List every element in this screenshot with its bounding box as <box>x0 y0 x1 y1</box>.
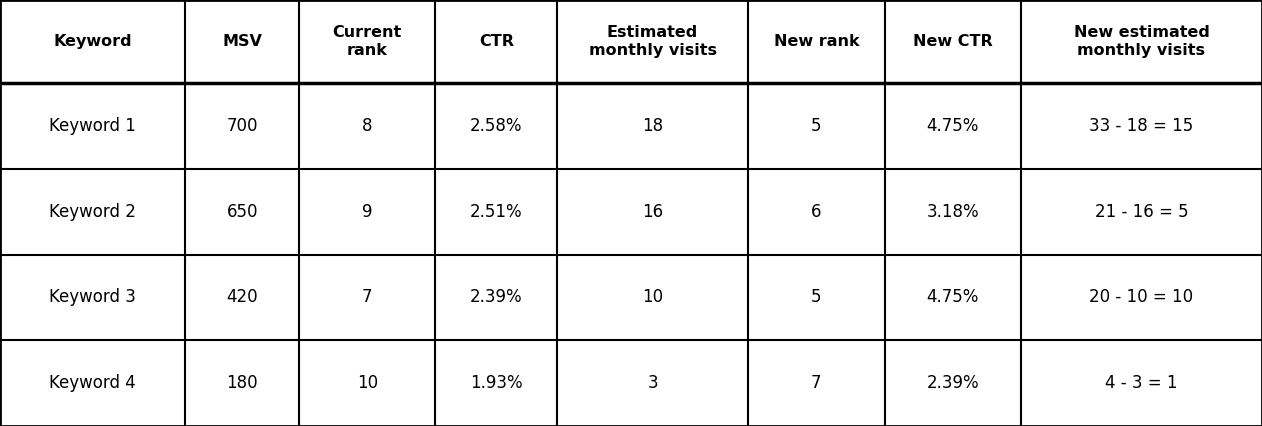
Text: 5: 5 <box>811 117 822 135</box>
Text: Keyword 3: Keyword 3 <box>49 288 136 306</box>
Bar <box>435 0 557 83</box>
Text: New CTR: New CTR <box>912 34 993 49</box>
Text: 2.51%: 2.51% <box>469 203 522 221</box>
Bar <box>557 340 748 426</box>
Text: 2.58%: 2.58% <box>469 117 522 135</box>
Text: 7: 7 <box>811 374 822 392</box>
Bar <box>186 340 299 426</box>
Bar <box>186 83 299 169</box>
Text: 1.93%: 1.93% <box>469 374 522 392</box>
Bar <box>299 83 435 169</box>
Bar <box>186 255 299 340</box>
Text: New estimated
monthly visits: New estimated monthly visits <box>1074 25 1209 58</box>
Text: Current
rank: Current rank <box>333 25 401 58</box>
Text: 10: 10 <box>642 288 663 306</box>
Text: Keyword 2: Keyword 2 <box>49 203 136 221</box>
Text: 21 - 16 = 5: 21 - 16 = 5 <box>1094 203 1189 221</box>
Bar <box>557 255 748 340</box>
Text: Keyword 4: Keyword 4 <box>49 374 136 392</box>
Text: 3: 3 <box>647 374 658 392</box>
Bar <box>299 0 435 83</box>
Bar <box>748 83 885 169</box>
Text: 16: 16 <box>642 203 663 221</box>
Bar <box>0 0 186 83</box>
Bar <box>0 340 186 426</box>
Text: 420: 420 <box>226 288 257 306</box>
Bar <box>748 169 885 255</box>
Text: 9: 9 <box>362 203 372 221</box>
Bar <box>299 169 435 255</box>
Bar <box>885 169 1021 255</box>
Bar <box>885 255 1021 340</box>
Text: MSV: MSV <box>222 34 262 49</box>
Text: 2.39%: 2.39% <box>469 288 522 306</box>
Bar <box>435 169 557 255</box>
Text: 18: 18 <box>642 117 663 135</box>
Bar <box>186 0 299 83</box>
Bar <box>0 83 186 169</box>
Bar <box>748 0 885 83</box>
Bar <box>299 255 435 340</box>
Bar <box>557 169 748 255</box>
Text: 650: 650 <box>226 203 257 221</box>
Text: 5: 5 <box>811 288 822 306</box>
Bar <box>435 340 557 426</box>
Text: 20 - 10 = 10: 20 - 10 = 10 <box>1089 288 1194 306</box>
Bar <box>557 83 748 169</box>
Text: Keyword: Keyword <box>53 34 133 49</box>
Text: 7: 7 <box>362 288 372 306</box>
Bar <box>435 255 557 340</box>
Bar <box>885 83 1021 169</box>
Text: 3.18%: 3.18% <box>926 203 979 221</box>
Text: 2.39%: 2.39% <box>926 374 979 392</box>
Text: CTR: CTR <box>478 34 514 49</box>
Text: 4.75%: 4.75% <box>926 288 979 306</box>
Bar <box>748 340 885 426</box>
Bar <box>885 0 1021 83</box>
Bar <box>1021 0 1262 83</box>
Text: 33 - 18 = 15: 33 - 18 = 15 <box>1089 117 1194 135</box>
Text: 8: 8 <box>362 117 372 135</box>
Text: 10: 10 <box>357 374 377 392</box>
Bar <box>435 83 557 169</box>
Text: Estimated
monthly visits: Estimated monthly visits <box>588 25 717 58</box>
Bar <box>1021 83 1262 169</box>
Text: 6: 6 <box>811 203 822 221</box>
Bar <box>299 340 435 426</box>
Bar <box>1021 340 1262 426</box>
Bar <box>885 340 1021 426</box>
Text: 4 - 3 = 1: 4 - 3 = 1 <box>1106 374 1177 392</box>
Bar <box>0 169 186 255</box>
Text: New rank: New rank <box>774 34 859 49</box>
Text: 180: 180 <box>226 374 257 392</box>
Text: 4.75%: 4.75% <box>926 117 979 135</box>
Bar <box>748 255 885 340</box>
Bar <box>1021 255 1262 340</box>
Bar <box>557 0 748 83</box>
Text: Keyword 1: Keyword 1 <box>49 117 136 135</box>
Bar <box>1021 169 1262 255</box>
Bar <box>0 255 186 340</box>
Text: 700: 700 <box>226 117 257 135</box>
Bar <box>186 169 299 255</box>
